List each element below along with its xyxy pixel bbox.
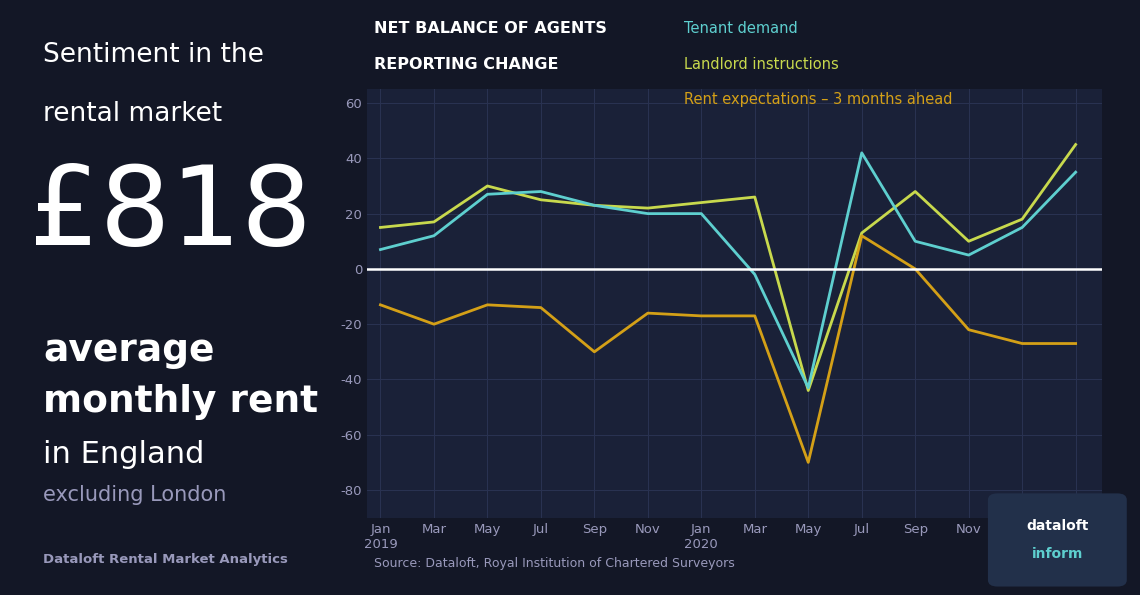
Text: Rent expectations – 3 months ahead: Rent expectations – 3 months ahead — [684, 92, 953, 107]
Text: excluding London: excluding London — [43, 485, 227, 505]
Text: REPORTING CHANGE: REPORTING CHANGE — [374, 57, 559, 71]
Text: inform: inform — [1032, 547, 1083, 562]
FancyBboxPatch shape — [988, 493, 1126, 587]
Text: NET BALANCE OF AGENTS: NET BALANCE OF AGENTS — [374, 21, 606, 36]
Text: average: average — [43, 333, 214, 369]
Text: Source: Dataloft, Royal Institution of Chartered Surveyors: Source: Dataloft, Royal Institution of C… — [374, 557, 734, 570]
Text: in England: in England — [43, 440, 204, 469]
Text: dataloft: dataloft — [1026, 518, 1089, 533]
Text: £818: £818 — [28, 161, 311, 268]
Text: monthly rent: monthly rent — [43, 384, 318, 420]
Text: Landlord instructions: Landlord instructions — [684, 57, 839, 71]
Text: Tenant demand: Tenant demand — [684, 21, 798, 36]
Text: Sentiment in the: Sentiment in the — [43, 42, 264, 68]
Text: Dataloft Rental Market Analytics: Dataloft Rental Market Analytics — [43, 553, 288, 566]
Text: rental market: rental market — [43, 101, 222, 127]
